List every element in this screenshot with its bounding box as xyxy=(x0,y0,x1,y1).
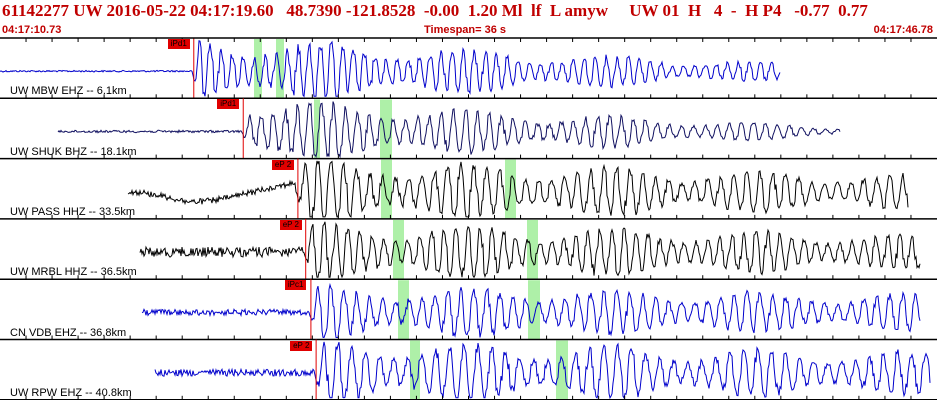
station-label: UW MBW EHZ -- 6.1km xyxy=(10,85,127,98)
waveform-trace xyxy=(139,221,921,279)
timespan-label: Timespan= 36 s xyxy=(424,24,507,36)
window-end-time: 04:17:46.78 xyxy=(873,24,933,36)
waveform-trace xyxy=(154,341,931,400)
pick-band xyxy=(398,280,409,340)
waveform-trace xyxy=(57,101,841,159)
waveform-trace xyxy=(0,40,781,98)
pick-band xyxy=(381,159,392,219)
station-label: UW SHUK BHZ -- 18.1km xyxy=(10,145,137,158)
pick-band xyxy=(410,340,420,400)
pick-band xyxy=(527,219,538,280)
pick-band xyxy=(556,340,568,400)
pick-flag[interactable]: eP 2 xyxy=(290,340,313,351)
station-label: CN VDB EHZ -- 36.8km xyxy=(10,326,127,339)
pick-band xyxy=(380,99,392,159)
pick-band xyxy=(276,39,284,99)
pick-flag[interactable]: eP 2 xyxy=(271,159,295,170)
pick-flag[interactable]: iPc1 xyxy=(284,280,307,291)
pick-band xyxy=(528,280,540,340)
pick-flag[interactable]: eP 2 xyxy=(279,219,302,230)
pick-band xyxy=(254,39,262,99)
window-start-time: 04:17:10.73 xyxy=(2,24,62,36)
station-label: UW RPW EHZ -- 40.8km xyxy=(10,386,132,399)
pick-flag[interactable]: iPd1 xyxy=(217,99,240,110)
waveform-trace xyxy=(127,160,909,218)
pick-band xyxy=(314,99,320,159)
station-label: UW MRBL HHZ -- 36.5km xyxy=(10,266,137,279)
pick-flag[interactable]: iPd1 xyxy=(167,39,190,49)
event-summary-header: 61142277 UW 2016-05-22 04:17:19.60 48.73… xyxy=(2,1,868,20)
waveform-trace xyxy=(141,282,921,339)
station-label: UW PASS HHZ -- 33.5km xyxy=(10,205,136,218)
